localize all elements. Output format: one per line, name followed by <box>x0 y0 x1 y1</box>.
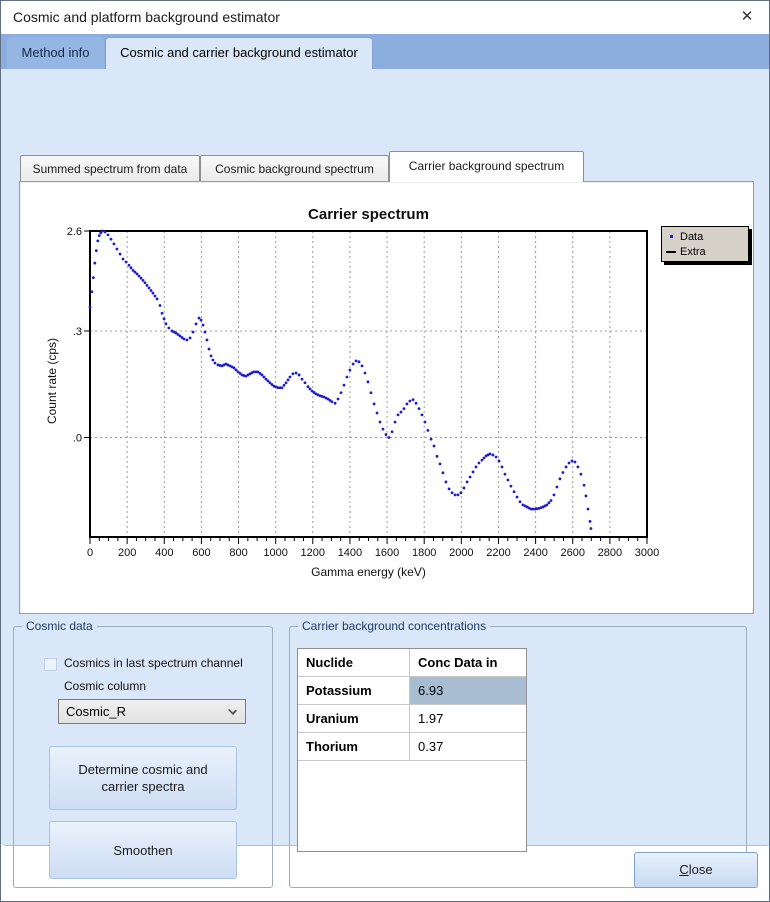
close-button[interactable]: Close <box>634 852 758 888</box>
title-bar: Cosmic and platform background estimator… <box>1 1 769 34</box>
tab-carrier-background-spectrum[interactable]: Carrier background spectrum <box>389 151 584 182</box>
conc-cell[interactable]: 1.97 <box>418 711 444 726</box>
svg-text:800: 800 <box>229 547 247 559</box>
nuclide-cell[interactable]: Thorium <box>298 733 410 760</box>
combo-value: Cosmic_R <box>66 704 126 719</box>
chart-panel: Carrier spectrum Count rate (cps) Gamma … <box>19 181 754 614</box>
tab-summed-spectrum[interactable]: Summed spectrum from data <box>20 155 200 181</box>
chart-legend: Data Extra <box>661 226 749 262</box>
cosmic-data-group: Cosmic data Cosmics in last spectrum cha… <box>13 619 273 888</box>
svg-text:1600: 1600 <box>375 547 399 559</box>
svg-text:.0: .0 <box>73 433 82 445</box>
svg-text:3000: 3000 <box>635 547 659 559</box>
svg-text:1000: 1000 <box>263 547 287 559</box>
extra-line-icon <box>662 250 680 253</box>
determine-spectra-button[interactable]: Determine cosmic and carrier spectra <box>49 746 237 810</box>
conc-cell-selected[interactable]: 6.93 <box>410 677 526 704</box>
nuclide-cell[interactable]: Potassium <box>298 677 410 704</box>
column-header-conc: Conc Data in <box>418 655 498 670</box>
cosmic-column-select[interactable]: Cosmic_R <box>58 699 246 724</box>
close-icon[interactable]: ✕ <box>740 8 754 25</box>
tab-cosmic-carrier-estimator[interactable]: Cosmic and carrier background estimator <box>105 37 373 69</box>
svg-text:2.6: 2.6 <box>67 226 82 238</box>
cosmics-last-channel-checkbox[interactable] <box>44 658 57 671</box>
group-title: Cosmic data <box>22 619 97 633</box>
carrier-spectrum-chart: 0 200 400 600 800 1000 1200 1400 1600 1800 2000 220… <box>67 226 660 559</box>
cosmic-column-label: Cosmic column <box>64 679 147 693</box>
data-dot-icon <box>662 235 680 238</box>
smoothen-button[interactable]: Smoothen <box>49 821 237 879</box>
window-title: Cosmic and platform background estimator <box>13 9 280 25</box>
tab-method-info[interactable]: Method info <box>7 37 104 69</box>
svg-text:200: 200 <box>118 547 136 559</box>
checkbox-label: Cosmics in last spectrum channel <box>64 656 243 670</box>
svg-text:1200: 1200 <box>301 547 325 559</box>
group-title: Carrier background concentrations <box>298 619 491 633</box>
svg-text:2200: 2200 <box>486 547 510 559</box>
svg-text:0: 0 <box>87 547 93 559</box>
svg-text:1400: 1400 <box>338 547 362 559</box>
svg-text:2800: 2800 <box>598 547 622 559</box>
svg-text:400: 400 <box>155 547 173 559</box>
legend-item-extra: Extra <box>662 244 748 259</box>
column-header-nuclide: Nuclide <box>298 649 410 676</box>
table-header-row: Nuclide Conc Data in <box>298 649 526 677</box>
nuclide-cell[interactable]: Uranium <box>298 705 410 732</box>
table-row: Potassium 6.93 <box>298 677 526 705</box>
tab-page: Summed spectrum from data Cosmic backgro… <box>1 69 769 888</box>
svg-text:2000: 2000 <box>449 547 473 559</box>
svg-text:1800: 1800 <box>412 547 436 559</box>
svg-text:.3: .3 <box>73 326 82 338</box>
svg-text:2600: 2600 <box>560 547 584 559</box>
svg-text:2400: 2400 <box>523 547 547 559</box>
tab-cosmic-background-spectrum[interactable]: Cosmic background spectrum <box>200 155 389 181</box>
table-row: Thorium 0.37 <box>298 733 526 761</box>
carrier-concentrations-group: Carrier background concentrations Nuclid… <box>289 619 747 888</box>
chart-title: Carrier spectrum <box>308 206 429 223</box>
svg-text:600: 600 <box>192 547 210 559</box>
conc-cell[interactable]: 0.37 <box>418 739 444 754</box>
chevron-down-icon <box>228 706 237 715</box>
legend-label: Extra <box>680 245 706 258</box>
concentration-table: Nuclide Conc Data in Potassium 6.93 Uran… <box>297 648 527 852</box>
outer-tab-strip: Method info Cosmic and carrier backgroun… <box>1 34 769 69</box>
x-axis-title: Gamma energy (keV) <box>311 565 426 579</box>
legend-label: Data <box>680 230 704 243</box>
table-row: Uranium 1.97 <box>298 705 526 733</box>
legend-item-data: Data <box>662 229 748 244</box>
